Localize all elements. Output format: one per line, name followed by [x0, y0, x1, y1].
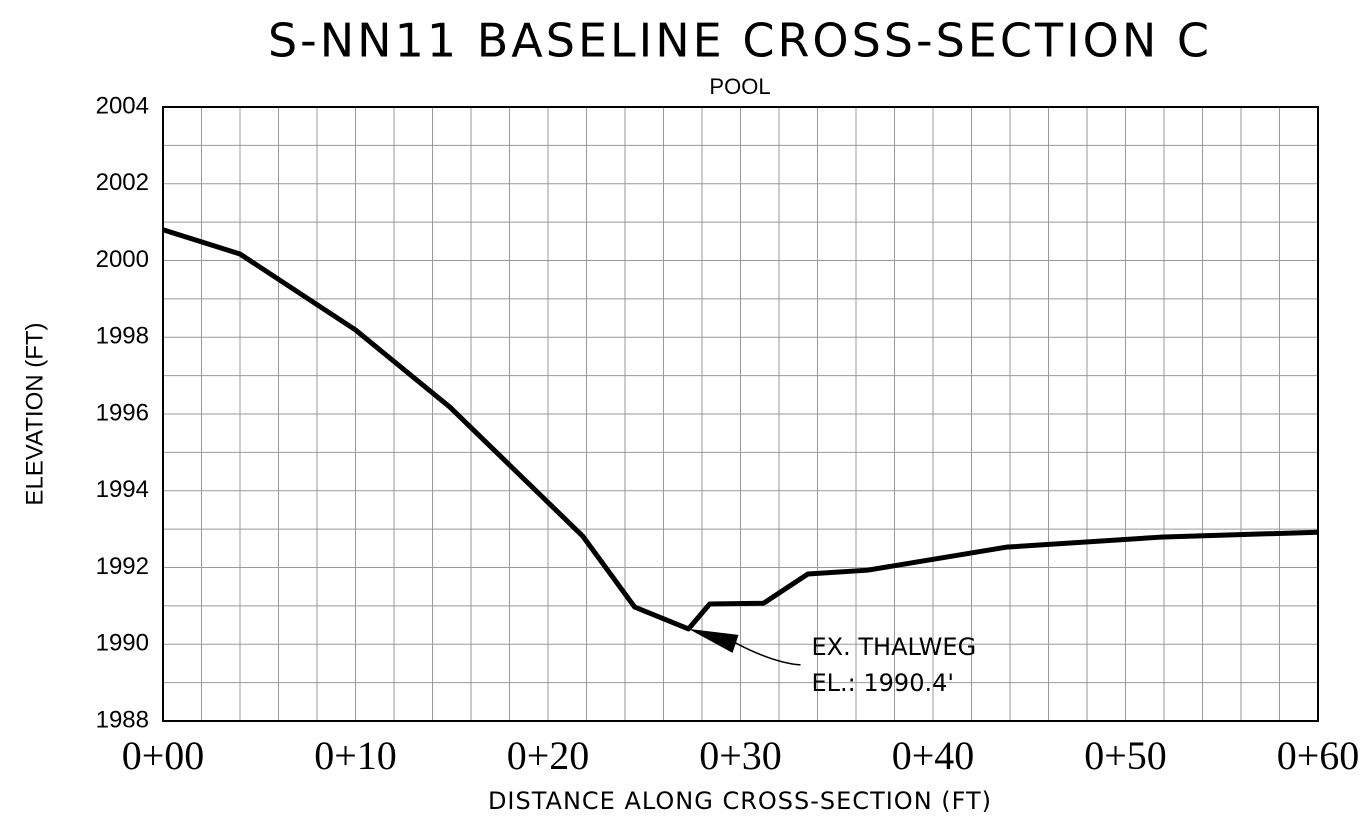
x-tick-label: 0+30: [699, 733, 782, 778]
x-tick-label: 0+00: [122, 733, 205, 778]
annotation-arrow: [688, 628, 739, 653]
y-tick-label: 1992: [96, 553, 149, 580]
x-axis-label: DISTANCE ALONG CROSS-SECTION (FT): [488, 787, 992, 815]
chart-title: S-NN11 BASELINE CROSS-SECTION C: [268, 14, 1212, 68]
chart-subtitle: POOL: [709, 74, 770, 99]
y-axis-label: ELEVATION (FT): [21, 322, 48, 505]
y-tick-label: 2004: [96, 92, 149, 119]
y-tick-label: 1994: [96, 476, 149, 503]
x-tick-label: 0+20: [507, 733, 590, 778]
annotation-text: EL.: 1990.4': [812, 669, 954, 697]
y-tick-label: 2002: [96, 169, 149, 196]
x-tick-label: 0+40: [892, 733, 975, 778]
plot-frame: [162, 106, 1319, 722]
x-tick-label: 0+60: [1277, 733, 1360, 778]
x-tick-label: 0+10: [314, 733, 397, 778]
y-tick-label: 1996: [96, 399, 149, 426]
y-tick-label: 2000: [96, 246, 149, 273]
y-tick-label: 1988: [96, 706, 149, 733]
x-tick-label: 0+50: [1084, 733, 1167, 778]
annotation-text: EX. THALWEG: [812, 633, 977, 661]
y-tick-label: 1990: [96, 630, 149, 657]
y-tick-label: 1998: [96, 323, 149, 350]
data-line: [162, 227, 1319, 632]
annotation-leader: [735, 642, 801, 666]
